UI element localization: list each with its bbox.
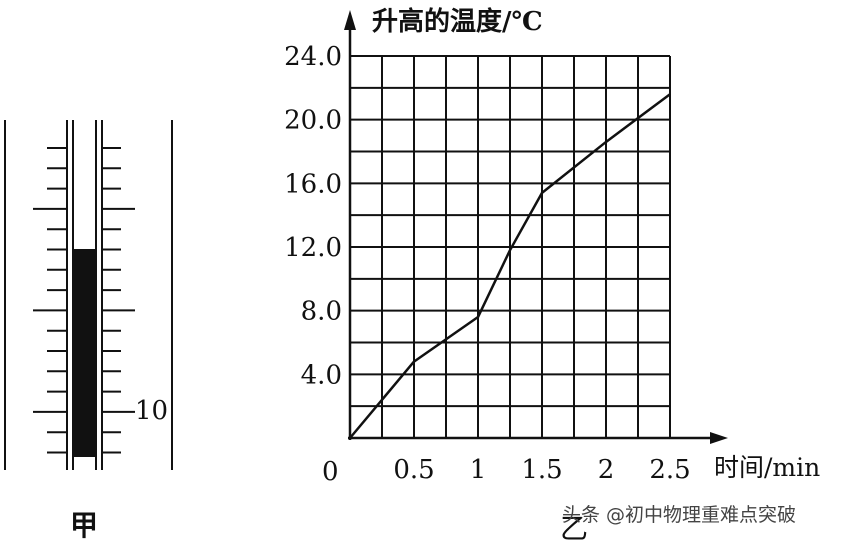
y-tick-label: 12.0 bbox=[284, 233, 342, 263]
x-tick-labels: 0.5 1 1.5 2 2.5 bbox=[393, 455, 690, 485]
y-tick-labels: 4.0 8.0 12.0 16.0 20.0 24.0 bbox=[284, 42, 342, 390]
chart-caption: 乙 bbox=[560, 512, 588, 542]
watermark: 头条 @初中物理重难点突破 bbox=[562, 504, 797, 526]
x-tick-label: 0.5 bbox=[393, 455, 434, 485]
x-tick-label: 2.5 bbox=[649, 455, 690, 485]
y-tick-label: 16.0 bbox=[284, 169, 342, 199]
temperature-rise-line bbox=[349, 93, 671, 439]
y-axis-arrow bbox=[344, 10, 356, 30]
x-axis-arrow bbox=[710, 432, 728, 444]
thermometer: 10 甲 bbox=[4, 120, 173, 542]
thermometer-liquid-column bbox=[74, 249, 95, 457]
x-tick-label: 1 bbox=[470, 455, 487, 485]
x-tick-label: 2 bbox=[598, 455, 615, 485]
y-tick-label: 4.0 bbox=[301, 360, 342, 390]
x-tick-label: 1.5 bbox=[521, 455, 562, 485]
thermometer-scale-label: 10 bbox=[135, 396, 168, 426]
x-axis-label: 时间/min bbox=[714, 453, 820, 482]
origin-label: 0 bbox=[322, 457, 339, 487]
thermometer-scale-ticks bbox=[33, 147, 135, 454]
y-axis-label: 升高的温度/℃ bbox=[372, 6, 543, 37]
thermometer-caption: 甲 bbox=[70, 509, 98, 542]
chart: 升高的温度/℃ 时间/min 0 4.0 8.0 12.0 16.0 20.0 2 4.0 … bbox=[284, 6, 820, 542]
y-tick-label: 24.0 bbox=[284, 42, 342, 72]
y-tick-label: 20.0 bbox=[284, 106, 342, 136]
y-tick-label: 8.0 bbox=[301, 297, 342, 327]
